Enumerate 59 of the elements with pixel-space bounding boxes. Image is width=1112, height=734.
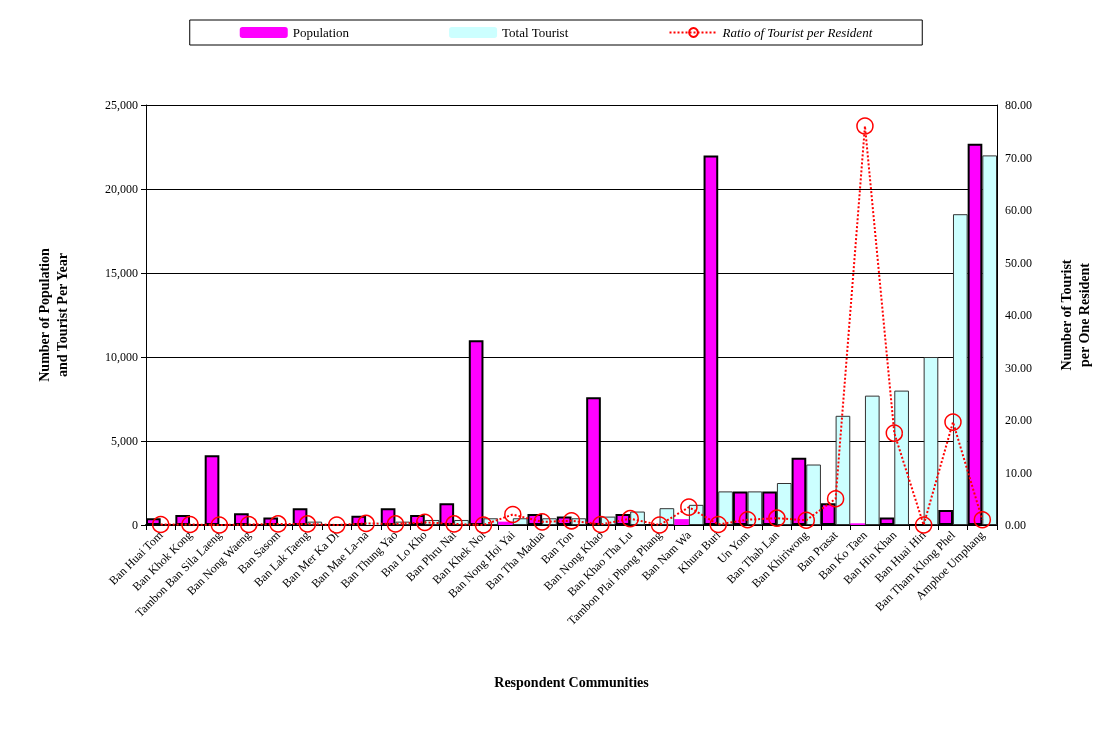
- point: [650, 516, 669, 534]
- point: [885, 424, 904, 442]
- point: [269, 515, 287, 533]
- bar: [806, 464, 821, 525]
- bar: [894, 390, 909, 525]
- y-tick-label: 25,000: [105, 98, 138, 112]
- legend-label: Total Tourist: [502, 25, 569, 40]
- legend-label: Population: [292, 25, 350, 40]
- point: [151, 515, 170, 534]
- point: [592, 515, 610, 534]
- y2-tick-label: 10.00: [1005, 465, 1032, 480]
- point: [621, 509, 639, 528]
- bar: [747, 491, 763, 525]
- point: [826, 490, 845, 508]
- y-tick-label: 20,000: [105, 182, 138, 196]
- point: [768, 509, 786, 527]
- point: [386, 515, 405, 533]
- bar: [982, 155, 997, 525]
- point: [856, 117, 874, 135]
- y2-tick-label: 50.00: [1005, 255, 1032, 270]
- point: [533, 513, 551, 531]
- point: [181, 515, 199, 534]
- y2-axis-title: Number of Tourist per One Resident: [1058, 259, 1092, 371]
- point: [504, 505, 522, 524]
- y-tick-label: 5,000: [111, 434, 138, 448]
- bar: [923, 357, 939, 525]
- bar: [864, 395, 880, 525]
- y-tick-label: 10,000: [105, 350, 138, 364]
- bar: [776, 483, 792, 525]
- point: [738, 511, 757, 529]
- y-axis-title: Number of Population and Tourist Per Year: [36, 248, 70, 382]
- y2-tick-label: 60.00: [1005, 203, 1032, 217]
- bar: [952, 214, 968, 525]
- bar: [674, 519, 689, 525]
- y2-tick-label: 30.00: [1005, 360, 1032, 375]
- y2-tick-label: 20.00: [1005, 413, 1032, 427]
- point: [680, 498, 698, 516]
- y-tick-label: 0: [132, 518, 138, 532]
- bar: [718, 491, 733, 525]
- legend-label: Ratio of Tourist per Resident: [721, 25, 873, 40]
- point: [416, 513, 434, 532]
- point: [239, 515, 258, 534]
- point: [973, 511, 992, 529]
- y2-tick-label: 70.00: [1005, 150, 1032, 165]
- y2-tick-label: 40.00: [1005, 308, 1032, 322]
- point: [914, 516, 933, 534]
- bar: [835, 415, 851, 525]
- point: [357, 514, 375, 533]
- y2-tick-label: 80.00: [1005, 98, 1032, 112]
- y2-tick-label: 0.00: [1005, 518, 1026, 532]
- point: [562, 512, 581, 530]
- x-axis-title: Respondent Communities: [494, 674, 650, 690]
- point: [210, 516, 229, 534]
- point: [445, 515, 463, 533]
- point: [944, 413, 962, 431]
- y-tick-label: 15,000: [105, 266, 138, 280]
- point: [709, 515, 727, 534]
- point: [298, 515, 317, 533]
- point: [797, 511, 816, 530]
